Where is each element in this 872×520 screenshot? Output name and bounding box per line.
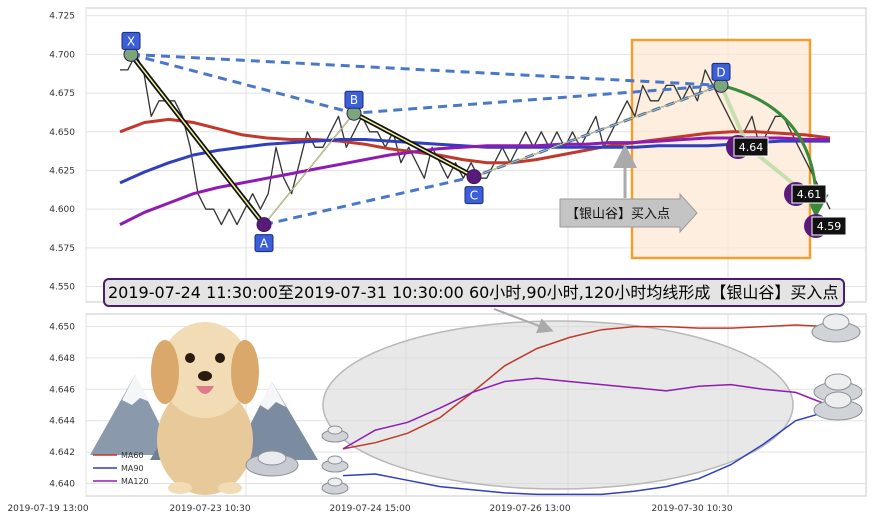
pattern-label-d: D bbox=[716, 65, 725, 79]
upper-y-tick-label: 4.600 bbox=[49, 205, 75, 215]
ingot-decor-right bbox=[811, 313, 863, 421]
upper-y-tick-label: 4.650 bbox=[49, 128, 75, 138]
upper-y-tick-label: 4.675 bbox=[49, 89, 75, 99]
price-label-box bbox=[811, 216, 847, 236]
lower-y-ticks: 4.650 4.648 4.646 4.644 4.642 4.640 bbox=[49, 323, 75, 490]
pattern-label-box bbox=[254, 234, 274, 253]
pattern-leg-inner bbox=[353, 112, 475, 178]
upper-y-tick-label: 4.725 bbox=[49, 12, 75, 22]
pattern-point-a bbox=[256, 217, 272, 233]
legend-entry: MA60 bbox=[121, 451, 144, 460]
lower-series-line-ma60 bbox=[342, 324, 829, 450]
legend-entry: MA90 bbox=[121, 464, 144, 473]
price-label-text: 4.59 bbox=[817, 220, 842, 233]
banner: 2019-07-24 11:30:00至2019-07-31 10:30:00 … bbox=[103, 278, 845, 307]
pattern-label-a: A bbox=[260, 237, 269, 251]
lower-y-tick-label: 4.642 bbox=[49, 448, 75, 458]
pattern-label-b: B bbox=[350, 93, 358, 107]
x-tick-label: 2019-07-23 10:30 bbox=[169, 504, 250, 514]
upper-y-tick-label: 4.625 bbox=[49, 166, 75, 176]
pattern-leg-inner bbox=[473, 84, 722, 178]
x-axis-ticks: 2019-07-19 13:00 2019-07-23 10:30 2019-07-… bbox=[7, 504, 732, 514]
pattern-label-box bbox=[121, 31, 141, 50]
lower-y-tick-label: 4.646 bbox=[49, 385, 75, 395]
ingot-decor-left bbox=[321, 425, 349, 495]
banner-text: 2019-07-24 11:30:00至2019-07-31 10:30:00 … bbox=[108, 283, 838, 302]
pattern-leg-inner bbox=[130, 53, 265, 226]
upper-y-tick-label: 4.550 bbox=[49, 283, 75, 293]
dog-illustration bbox=[151, 322, 259, 495]
lower-series-line-ma120 bbox=[342, 377, 829, 450]
banner-box bbox=[103, 278, 845, 307]
annotation-arrow-box bbox=[559, 192, 698, 234]
price-label-text: 4.64 bbox=[739, 141, 764, 154]
pattern-label-c: C bbox=[470, 189, 478, 203]
price-label-box bbox=[791, 184, 827, 204]
buy-point-annotation: 【银山谷】买入点 bbox=[559, 144, 698, 234]
pattern-leg-inner bbox=[263, 112, 355, 225]
pattern-label-box bbox=[344, 90, 364, 109]
x-tick-label: 2019-07-19 13:00 bbox=[7, 504, 88, 514]
lower-y-tick-label: 4.650 bbox=[49, 323, 75, 333]
upper-y-ticks: 4.725 4.700 4.675 4.650 4.625 4.600 4.575 4.550 bbox=[49, 12, 75, 293]
x-tick-label: 2019-07-30 10:30 bbox=[651, 504, 732, 514]
x-tick-label: 2019-07-24 15:00 bbox=[329, 504, 410, 514]
upper-series bbox=[119, 53, 831, 226]
upper-y-tick-label: 4.575 bbox=[49, 244, 75, 254]
upper-series-line-ma120 bbox=[119, 136, 830, 226]
price-label-box bbox=[733, 137, 769, 157]
pointer-arrow bbox=[493, 308, 554, 334]
annotation-text: 【银山谷】买入点 bbox=[566, 207, 670, 222]
pattern-label-box bbox=[711, 62, 731, 81]
pattern-label-box bbox=[464, 186, 484, 205]
lower-y-tick-label: 4.648 bbox=[49, 354, 75, 364]
silver-ingot-icon bbox=[245, 450, 299, 477]
lower-series bbox=[342, 324, 829, 496]
legend: MA60 MA90 MA120 bbox=[93, 451, 149, 486]
lower-y-tick-label: 4.640 bbox=[49, 479, 75, 489]
lower-series-line-ma90 bbox=[342, 410, 829, 496]
price-label-text: 4.61 bbox=[797, 188, 822, 201]
x-tick-label: 2019-07-26 13:00 bbox=[489, 504, 570, 514]
pattern-layer: X A B C D 4.64 4.61 4.59 bbox=[121, 31, 847, 253]
upper-series-line-ma60 bbox=[119, 117, 831, 165]
legend-entry: MA120 bbox=[121, 477, 149, 486]
pattern-point-c bbox=[466, 169, 482, 185]
focus-ellipse bbox=[322, 320, 794, 490]
lower-y-tick-label: 4.644 bbox=[49, 417, 75, 427]
upper-y-tick-label: 4.700 bbox=[49, 50, 75, 60]
pattern-dashed-xd bbox=[130, 52, 722, 87]
pattern-label-x: X bbox=[127, 34, 135, 48]
